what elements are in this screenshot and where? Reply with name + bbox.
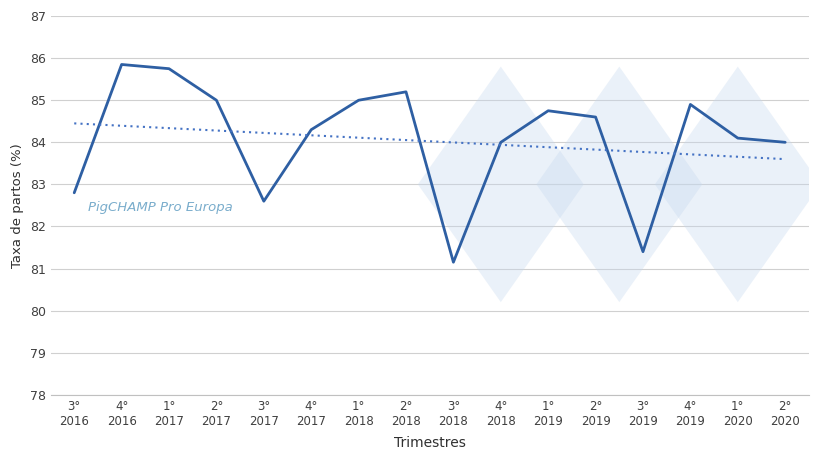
X-axis label: Trimestres: Trimestres [393, 436, 465, 450]
Polygon shape [418, 66, 583, 302]
Y-axis label: Taxa de partos (%): Taxa de partos (%) [11, 143, 24, 268]
Text: PigCHAMP Pro Europa: PigCHAMP Pro Europa [88, 201, 233, 214]
Polygon shape [654, 66, 819, 302]
Polygon shape [536, 66, 701, 302]
